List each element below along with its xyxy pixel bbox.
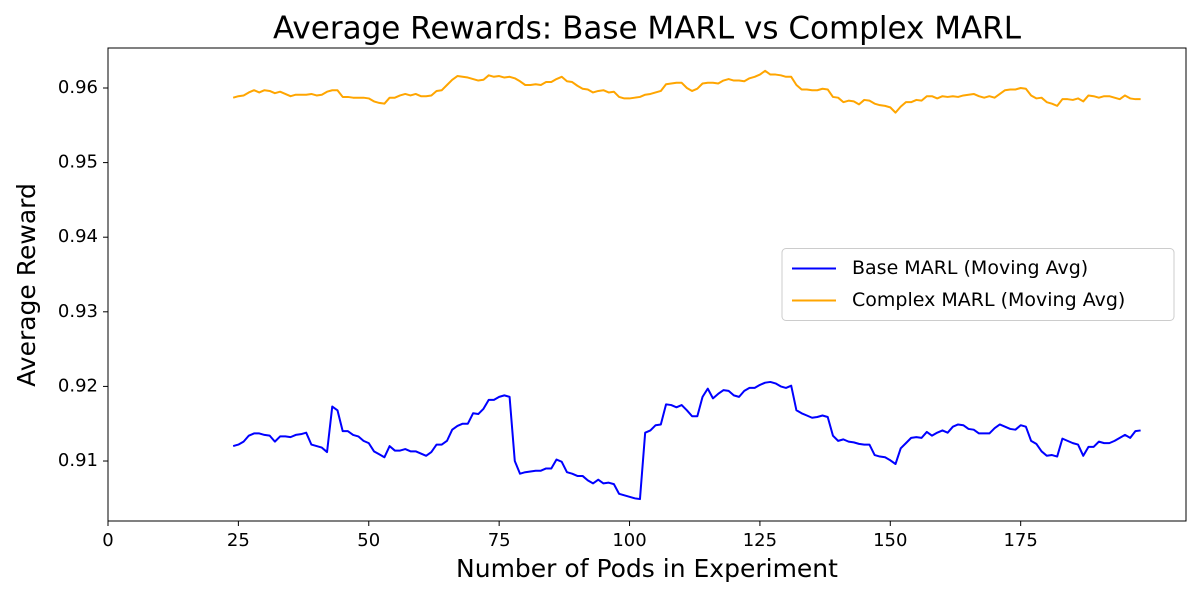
x-tick-label: 50 [357,530,380,551]
legend-box [781,248,1175,321]
series-line [232,69,1141,114]
x-tick-label: 150 [873,530,907,551]
y-tick-label: 0.91 [58,450,98,471]
x-tick-label: 75 [488,530,511,551]
y-tick-label: 0.92 [58,375,98,396]
chart-title: Average Rewards: Base MARL vs Complex MA… [273,11,1022,47]
x-tick-label: 0 [102,530,113,551]
y-tick-label: 0.95 [58,152,98,173]
legend-label: Base MARL (Moving Avg) [852,257,1088,279]
y-axis-label: Average Reward [12,183,41,387]
x-tick-label: 175 [1003,530,1037,551]
x-tick-label: 125 [743,530,777,551]
x-tick-label: 100 [612,530,646,551]
legend-label: Complex MARL (Moving Avg) [852,289,1125,311]
y-tick-label: 0.93 [58,301,98,322]
x-axis-label: Number of Pods in Experiment [456,554,838,583]
y-tick-label: 0.94 [58,226,98,247]
y-tick-label: 0.96 [58,77,98,98]
plot-frame [107,47,1187,522]
x-tick-label: 25 [227,530,250,551]
series-line [232,380,1141,501]
